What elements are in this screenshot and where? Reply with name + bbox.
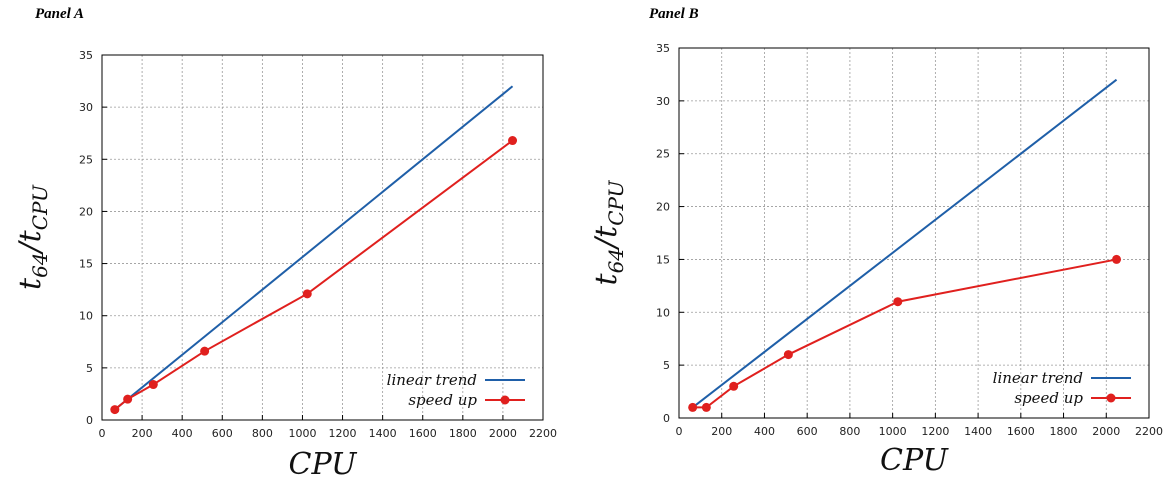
panel-b-y-tick-label: 15 [656, 253, 670, 266]
panel-a-y-tick-label: 35 [79, 49, 93, 62]
panel-b-y-tick-label: 30 [656, 95, 670, 108]
panel-b-y-axis-title-part: /t [589, 225, 624, 251]
panel-b-x-tick-label: 0 [676, 425, 683, 438]
panel-a-legend-label: speed up [408, 391, 477, 409]
panel-b-frame [678, 47, 1150, 419]
panel-b-y-tick-label: 35 [656, 42, 670, 55]
panel-a-y-axis-title-part: t [13, 277, 48, 290]
panel-a-speed-up-point [148, 380, 158, 390]
panel-a-x-tick-label: 800 [252, 427, 273, 440]
panel-b-x-axis-title: CPU [880, 443, 950, 478]
panel-a-x-tick-label: 1000 [288, 427, 316, 440]
panel-a-y-tick-label: 0 [86, 414, 93, 427]
panel-a-y-axis-title-part: /t [13, 229, 48, 255]
panel-b-legend-label: speed up [1014, 389, 1083, 407]
panel-a-title: Panel A [35, 6, 85, 22]
panel-a-x-tick-label: 1600 [409, 427, 437, 440]
panel-b-y-tick-label: 5 [663, 359, 670, 372]
panel-a-y-tick-label: 10 [79, 310, 93, 323]
panel-b-speed-up-point [1112, 254, 1122, 264]
panel-b-x-tick-label: 1600 [1007, 425, 1035, 438]
panel-b-x-tick-label: 800 [839, 425, 860, 438]
panel-b-speed-up-point [783, 350, 793, 360]
panel-a-x-tick-label: 400 [172, 427, 193, 440]
panel-a-x-tick-label: 1400 [369, 427, 397, 440]
panel-b-plot-area [679, 48, 1149, 418]
panel-a-x-tick-label: 200 [132, 427, 153, 440]
panel-b-y-axis-title-part: 64 [604, 248, 628, 273]
panel-a-x-tick-label: 2200 [529, 427, 557, 440]
panel-a-x-tick-label: 1200 [329, 427, 357, 440]
panel-a-y-tick-label: 5 [86, 362, 93, 375]
panel-a-y-axis-title-part: CPU [28, 184, 52, 230]
panel-a-speed-up-point [302, 289, 312, 299]
panel-b-legend-marker [1106, 393, 1116, 403]
panel-b-y-tick-label: 25 [656, 148, 670, 161]
panel-a-x-tick-label: 1800 [449, 427, 477, 440]
panel-a-y-tick-label: 15 [79, 258, 93, 271]
panel-b-x-tick-label: 1400 [964, 425, 992, 438]
panel-b-y-axis-title-part: CPU [604, 179, 628, 225]
panel-b-x-tick-label: 400 [754, 425, 775, 438]
panel-a-frame [101, 54, 544, 421]
panel-a-speed-up-point [200, 346, 210, 356]
panel-a-legend-label: linear trend [387, 371, 477, 389]
panel-b-x-tick-label: 1000 [879, 425, 907, 438]
panel-a-speed-up-point [110, 405, 120, 415]
panel-b-series-linear-trend-line [692, 78, 1118, 409]
panel-a-legend-marker [500, 395, 510, 405]
panel-b-title: Panel B [649, 6, 699, 22]
panel-b-y-tick-label: 20 [656, 201, 670, 214]
panel-a-x-tick-label: 0 [99, 427, 106, 440]
panel-b-y-tick-label: 10 [656, 306, 670, 319]
panel-b-x-tick-label: 600 [797, 425, 818, 438]
panel-b-x-tick-label: 200 [711, 425, 732, 438]
panel-a-x-axis-title: CPU [289, 447, 359, 481]
panel-a-y-axis-title: t64/tCPU [13, 184, 52, 290]
panel-b-y-tick-label: 0 [663, 412, 670, 425]
panel-a-y-tick-label: 30 [79, 101, 93, 114]
panel-a-x-tick-label: 600 [212, 427, 233, 440]
panel-a-y-tick-label: 20 [79, 205, 93, 218]
panel-b-speed-up-point [729, 381, 739, 391]
panel-b-series-speed-up-line [692, 258, 1117, 409]
panel-a-series-linear-trend-line [114, 85, 514, 411]
panel-a-chart: 0 200 400 600 800 1000 1200 1400 1600 1800 2000 220… [13, 49, 557, 481]
panel-b-x-tick-label: 1200 [921, 425, 949, 438]
panel-b-y-axis-title-part: t [589, 272, 624, 285]
panel-b-x-tick-label: 2200 [1135, 425, 1163, 438]
panel-b-legend-label: linear trend [993, 369, 1083, 387]
panel-a-y-tick-label: 25 [79, 153, 93, 166]
panel-b-y-axis-title: t64/tCPU [589, 179, 628, 285]
panel-b-x-tick-label: 1800 [1050, 425, 1078, 438]
panel-b-x-tick-label: 2000 [1092, 425, 1120, 438]
panel-b-speed-up-point [893, 297, 903, 307]
panel-a-speed-up-point [123, 394, 133, 404]
panel-a-x-tick-label: 2000 [489, 427, 517, 440]
panel-a-y-axis-title-part: 64 [28, 252, 52, 277]
panel-a-speed-up-point [508, 136, 518, 146]
panel-b-speed-up-point [688, 402, 698, 412]
panel-b-speed-up-point [701, 402, 711, 412]
